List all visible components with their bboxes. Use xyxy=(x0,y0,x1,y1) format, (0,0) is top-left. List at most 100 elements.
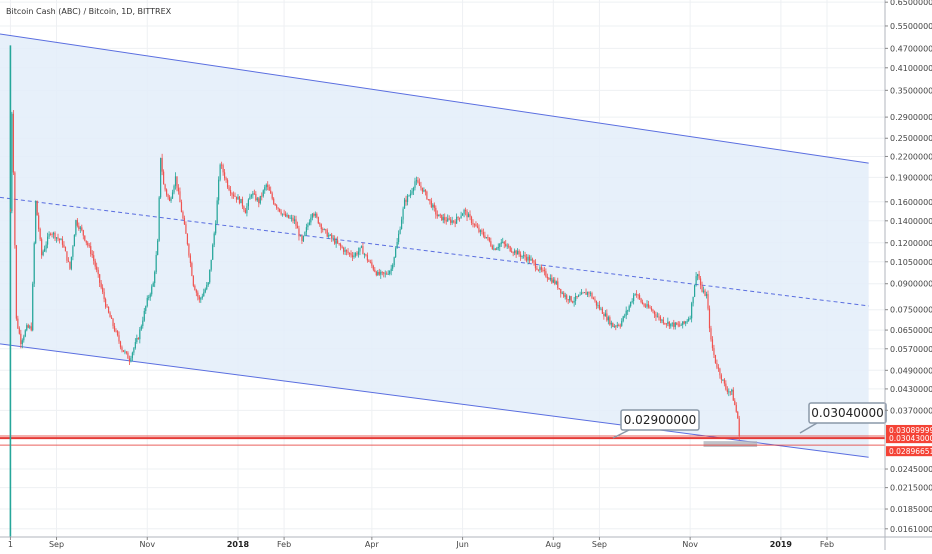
candle-body xyxy=(638,295,641,299)
candle-body xyxy=(271,193,273,199)
candle-body xyxy=(286,214,288,217)
candle-body xyxy=(299,235,302,237)
candle-body xyxy=(192,275,194,286)
candle-body xyxy=(218,179,220,201)
candle-body xyxy=(253,193,255,195)
channel-middle-line xyxy=(0,196,869,307)
candle-body xyxy=(524,254,526,258)
candle-body xyxy=(484,235,486,238)
candle-body xyxy=(142,320,144,326)
candle-body xyxy=(393,257,395,266)
candle-body xyxy=(601,308,603,314)
candle-body xyxy=(441,214,443,221)
candle-body xyxy=(506,245,508,247)
candle-body xyxy=(439,214,441,216)
candle-body xyxy=(70,256,72,269)
candle-body xyxy=(268,186,270,191)
candle-body xyxy=(583,292,586,294)
candle-body xyxy=(320,224,322,230)
candle-body xyxy=(235,196,238,200)
candle-body xyxy=(308,222,310,225)
candle-body xyxy=(67,260,70,262)
candle-body xyxy=(429,199,431,201)
x-tick-label: Sep xyxy=(49,540,64,549)
price-label-bg xyxy=(886,424,932,435)
candle-body xyxy=(652,310,654,312)
candle-body xyxy=(704,290,706,296)
candle-body xyxy=(637,294,639,296)
candle-body xyxy=(500,242,502,244)
candle-body xyxy=(487,237,489,238)
candle-body xyxy=(331,234,333,239)
candle-body xyxy=(12,113,14,173)
candle-body xyxy=(189,255,191,264)
candle-body xyxy=(405,199,407,202)
candle-body xyxy=(426,191,428,200)
candle-body xyxy=(311,213,313,218)
candle-body xyxy=(545,271,547,277)
candle-body xyxy=(647,304,650,308)
candle-body xyxy=(485,237,487,238)
candle-body xyxy=(377,271,379,276)
candle-body xyxy=(716,363,718,368)
candle-body xyxy=(732,389,734,401)
candle-body xyxy=(9,210,12,212)
candle-body xyxy=(723,379,725,384)
candle-body xyxy=(119,341,122,348)
candle-body xyxy=(322,229,324,230)
candle-body xyxy=(348,253,351,254)
candle-body xyxy=(662,319,664,324)
candle-body xyxy=(125,351,128,353)
candle-body xyxy=(476,226,479,228)
candle-body xyxy=(96,266,98,270)
candle-body xyxy=(335,240,337,244)
candle-body xyxy=(290,217,293,219)
candle-body xyxy=(576,296,578,297)
candle-body xyxy=(514,250,516,253)
candle-body xyxy=(51,234,53,235)
candle-body xyxy=(203,292,205,297)
candle-body xyxy=(143,310,145,321)
candle-body xyxy=(81,227,83,231)
candle-body xyxy=(564,295,566,297)
candle-body xyxy=(109,312,111,318)
candle-body xyxy=(102,287,104,292)
candle-body xyxy=(612,322,614,327)
x-tick-label: Nov xyxy=(682,540,698,549)
candle-body xyxy=(29,326,31,328)
candle-body xyxy=(625,310,627,316)
x-tick-label: 2019 xyxy=(770,540,793,549)
candle-body xyxy=(97,269,99,275)
candle-body xyxy=(424,190,426,192)
candle-body xyxy=(261,195,263,197)
x-tick-label: Nov xyxy=(139,540,155,549)
candle-body xyxy=(435,207,437,215)
candle-body xyxy=(195,290,197,293)
candle-body xyxy=(499,243,501,247)
candle-body xyxy=(332,238,334,240)
candle-body xyxy=(414,181,416,188)
candle-body xyxy=(438,214,440,217)
candle-body xyxy=(409,193,412,196)
candle-body xyxy=(713,348,715,355)
candle-body xyxy=(691,303,693,319)
candle-body xyxy=(118,335,120,342)
candle-body xyxy=(241,198,244,207)
candle-body xyxy=(575,296,577,301)
candle-body xyxy=(595,300,598,306)
candle-body xyxy=(456,216,458,224)
candle-body xyxy=(194,285,196,291)
candle-body xyxy=(198,296,200,300)
candle-body xyxy=(316,213,318,218)
candle-body xyxy=(39,228,41,240)
candle-body xyxy=(353,255,355,257)
candle-body xyxy=(82,230,84,236)
candle-body xyxy=(296,225,299,229)
candle-body xyxy=(262,190,264,197)
candle-body xyxy=(558,288,560,289)
candle-body xyxy=(692,296,694,304)
